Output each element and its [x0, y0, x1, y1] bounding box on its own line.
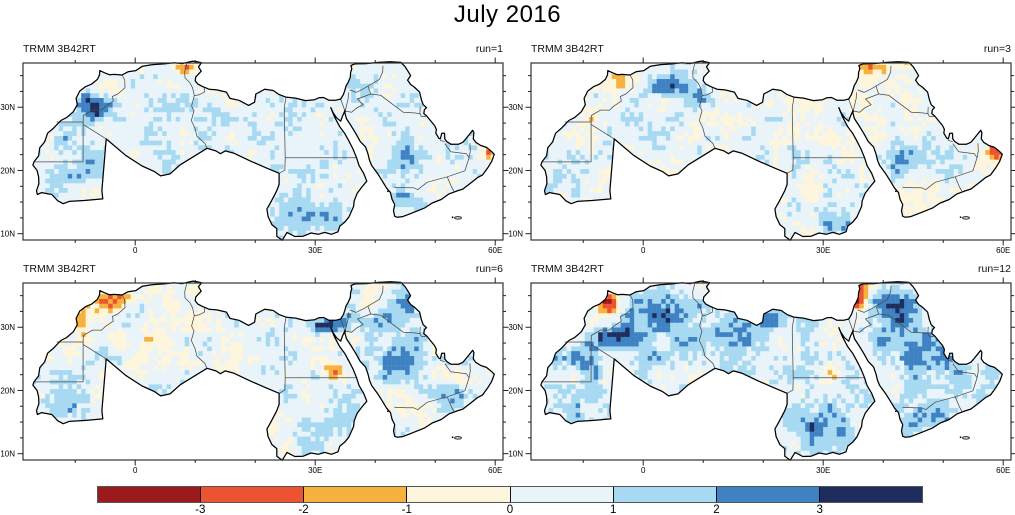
colorbar-tick-label: 2 — [713, 504, 720, 515]
dataset-label: TRMM 3B42RT — [531, 43, 604, 55]
colorbar-segment — [98, 487, 202, 502]
map-run-3: 0 30E 60E 30N 20N 10N — [508, 57, 1015, 255]
colorbar-tick-label: 0 — [506, 504, 514, 515]
colorbar-tick-label: -1 — [401, 504, 412, 515]
y-tick-label: 20N — [0, 166, 15, 175]
y-tick-label: 30N — [508, 103, 523, 112]
map-run-1: 0 30E 60E 30N 20N 10N — [0, 57, 509, 255]
colorbar-segment — [304, 487, 408, 502]
run-label: run=12 — [978, 263, 1011, 275]
map-run-6: 0 30E 60E 30N 20N 10N — [0, 277, 509, 475]
colorbar-tick-label: -2 — [298, 504, 309, 515]
colorbar-tick-label: -3 — [195, 504, 206, 515]
y-tick-label: 10N — [508, 449, 523, 458]
y-tick-label: 20N — [0, 386, 15, 395]
y-tick-label: 10N — [0, 449, 15, 458]
x-tick-label: 30E — [816, 246, 830, 255]
colorbar-tick-label: 3 — [816, 504, 823, 515]
x-tick-label: 0 — [133, 246, 138, 255]
map-panel-run-3: TRMM 3B42RT run=3 0 30E 60E 30N 20N 10N — [508, 43, 1015, 255]
colorbar-segment — [510, 487, 614, 502]
colorbar-tick-label: 1 — [610, 504, 617, 515]
map-panel-run-6: TRMM 3B42RT run=6 0 30E 60E 30N 20N 10N — [0, 263, 509, 475]
dataset-label: TRMM 3B42RT — [23, 43, 96, 55]
x-tick-label: 0 — [641, 466, 646, 475]
y-tick-label: 20N — [508, 166, 523, 175]
colorbar-segment — [716, 487, 820, 502]
map-panel-run-12: TRMM 3B42RT run=12 0 30E 60E 30N 20N 10N — [508, 263, 1015, 475]
map-run-12: 0 30E 60E 30N 20N 10N — [508, 277, 1015, 475]
x-tick-label: 0 — [641, 246, 646, 255]
x-tick-label: 60E — [488, 466, 502, 475]
y-tick-label: 30N — [0, 103, 15, 112]
y-tick-label: 10N — [508, 229, 523, 238]
colorbar — [97, 486, 923, 503]
x-tick-label: 60E — [996, 246, 1010, 255]
x-tick-label: 30E — [308, 466, 322, 475]
y-tick-label: 30N — [0, 323, 15, 332]
colorbar-segment — [819, 487, 922, 502]
dataset-label: TRMM 3B42RT — [23, 263, 96, 275]
dataset-label: TRMM 3B42RT — [531, 263, 604, 275]
run-label: run=1 — [475, 43, 503, 55]
y-tick-label: 10N — [0, 229, 15, 238]
x-tick-label: 60E — [488, 246, 502, 255]
figure-title: July 2016 — [453, 1, 562, 28]
x-tick-label: 60E — [996, 466, 1010, 475]
colorbar-segment — [613, 487, 717, 502]
x-tick-label: 0 — [133, 466, 138, 475]
run-label: run=6 — [475, 263, 503, 275]
map-panel-run-1: TRMM 3B42RT run=1 0 30E 60E 30N 20N 10N — [0, 43, 509, 255]
y-tick-label: 30N — [508, 323, 523, 332]
run-label: run=3 — [983, 43, 1011, 55]
colorbar-segment — [407, 487, 511, 502]
y-tick-label: 20N — [508, 386, 523, 395]
x-tick-label: 30E — [816, 466, 830, 475]
x-tick-label: 30E — [308, 246, 322, 255]
colorbar-segment — [201, 487, 305, 502]
